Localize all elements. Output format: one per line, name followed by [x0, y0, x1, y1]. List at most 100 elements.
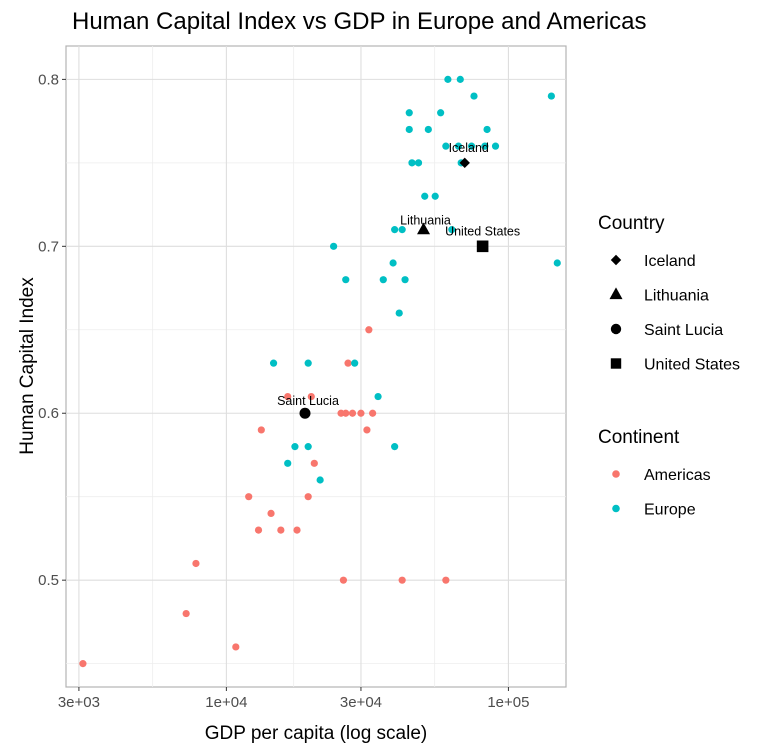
annotation-united-states: United States [445, 224, 520, 238]
legend-marker-saint-lucia [610, 323, 622, 335]
data-point-europe [342, 276, 350, 284]
data-point-americas [310, 459, 318, 467]
data-point-americas [357, 409, 365, 417]
data-point-americas [257, 426, 265, 434]
legend-marker-americas [612, 470, 620, 478]
y-tick-label: 0.5 [38, 572, 59, 589]
data-point-americas [363, 426, 371, 434]
data-point-americas [182, 609, 190, 618]
data-point-americas [339, 576, 348, 584]
data-point-europe [408, 159, 416, 167]
data-point-europe [395, 309, 403, 317]
data-point-europe [470, 92, 478, 100]
legend-marker-europe [612, 504, 620, 513]
legend-label-americas: Americas [644, 467, 711, 484]
data-point-americas [344, 359, 352, 367]
legend-marker-lithuania [609, 287, 623, 300]
data-point-europe [401, 276, 409, 284]
highlight-marker-lithuania [417, 222, 431, 235]
data-point-europe [448, 226, 456, 234]
highlight-marker-iceland [459, 157, 470, 169]
y-tick-label: 0.8 [38, 71, 59, 88]
data-point-europe [442, 142, 450, 150]
legend-label-iceland: Iceland [644, 253, 696, 270]
data-point-americas [254, 526, 263, 534]
data-point-europe [391, 226, 399, 234]
data-point-europe [316, 476, 324, 484]
data-point-europe [330, 242, 338, 250]
data-point-europe [424, 125, 432, 134]
legend-marker-iceland [610, 254, 622, 266]
data-point-europe [284, 459, 292, 467]
data-point-europe [379, 276, 387, 284]
data-point-europe [421, 192, 429, 200]
x-tick-label: 1e+04 [205, 694, 247, 711]
data-point-americas [342, 409, 350, 417]
data-point-americas [267, 509, 275, 517]
legend-continent-title: Continent [598, 427, 680, 448]
data-point-europe [437, 109, 445, 117]
data-point-americas [192, 559, 200, 568]
data-point-americas [284, 392, 292, 401]
annotation-lithuania: Lithuania [400, 214, 451, 228]
data-point-americas [442, 576, 450, 584]
y-axis: 0.5 0.6 0.7 0.8 [38, 71, 66, 589]
data-point-americas [369, 409, 377, 417]
data-point-europe [351, 359, 359, 367]
data-point-europe [414, 159, 423, 167]
data-point-americas [277, 526, 285, 534]
legend-label-united-states: United States [644, 357, 740, 374]
minor-gridlines [66, 46, 566, 687]
data-point-americas [307, 392, 315, 401]
data-point-americas [79, 660, 87, 668]
highlighted-points [299, 157, 489, 419]
x-axis-title: GDP per capita (log scale) [205, 723, 427, 744]
data-point-europe [405, 125, 413, 134]
data-point-europe [389, 259, 397, 267]
data-point-europe [431, 192, 439, 200]
data-point-europe [291, 443, 299, 451]
x-axis: 3e+03 1e+04 3e+04 1e+05 [58, 687, 529, 711]
data-point-europe [454, 142, 463, 150]
y-tick-label: 0.6 [38, 405, 59, 422]
plot-panel [65, 45, 567, 688]
data-point-americas [348, 409, 357, 417]
data-point-europe [481, 142, 489, 150]
data-point-americas [398, 576, 406, 584]
data-point-europe [405, 109, 413, 117]
data-point-europe [444, 75, 452, 83]
legend-continent-items: Americas Europe [612, 467, 711, 519]
x-tick-label: 3e+03 [58, 694, 100, 711]
data-point-europe [491, 142, 500, 150]
data-point-europe [483, 125, 491, 134]
data-point-europe [553, 259, 561, 267]
legend-label-saint-lucia: Saint Lucia [644, 322, 723, 339]
data-point-americas [245, 493, 253, 501]
data-point-europe [456, 75, 464, 83]
chart-title: Human Capital Index vs GDP in Europe and… [72, 8, 647, 35]
annotation-saint-lucia: Saint Lucia [277, 394, 339, 408]
data-point-americas [304, 493, 312, 501]
legend-country-items: Iceland Lithuania Saint Lucia United States [609, 253, 740, 374]
data-points [79, 75, 561, 668]
point-annotations: Iceland Lithuania Saint Lucia United States [277, 141, 520, 408]
legend-label-europe: Europe [644, 502, 696, 519]
y-tick-label: 0.7 [38, 238, 59, 255]
legend-label-lithuania: Lithuania [644, 288, 709, 305]
x-tick-label: 3e+04 [340, 694, 382, 711]
data-point-europe [398, 226, 406, 234]
data-point-americas [365, 326, 373, 334]
data-point-europe [547, 92, 555, 100]
highlight-marker-united-states [476, 240, 489, 253]
data-point-europe [467, 142, 476, 150]
y-axis-title: Human Capital Index [17, 277, 38, 455]
data-point-europe [374, 392, 382, 401]
legend-marker-united-states [610, 358, 622, 369]
highlight-marker-saint-lucia [299, 407, 311, 419]
annotation-iceland: Iceland [449, 141, 489, 155]
data-point-europe [304, 443, 312, 451]
data-point-europe [304, 359, 312, 367]
legend: Country Iceland Lithuania Saint Lucia Unite… [598, 213, 740, 519]
data-point-europe [269, 359, 278, 367]
